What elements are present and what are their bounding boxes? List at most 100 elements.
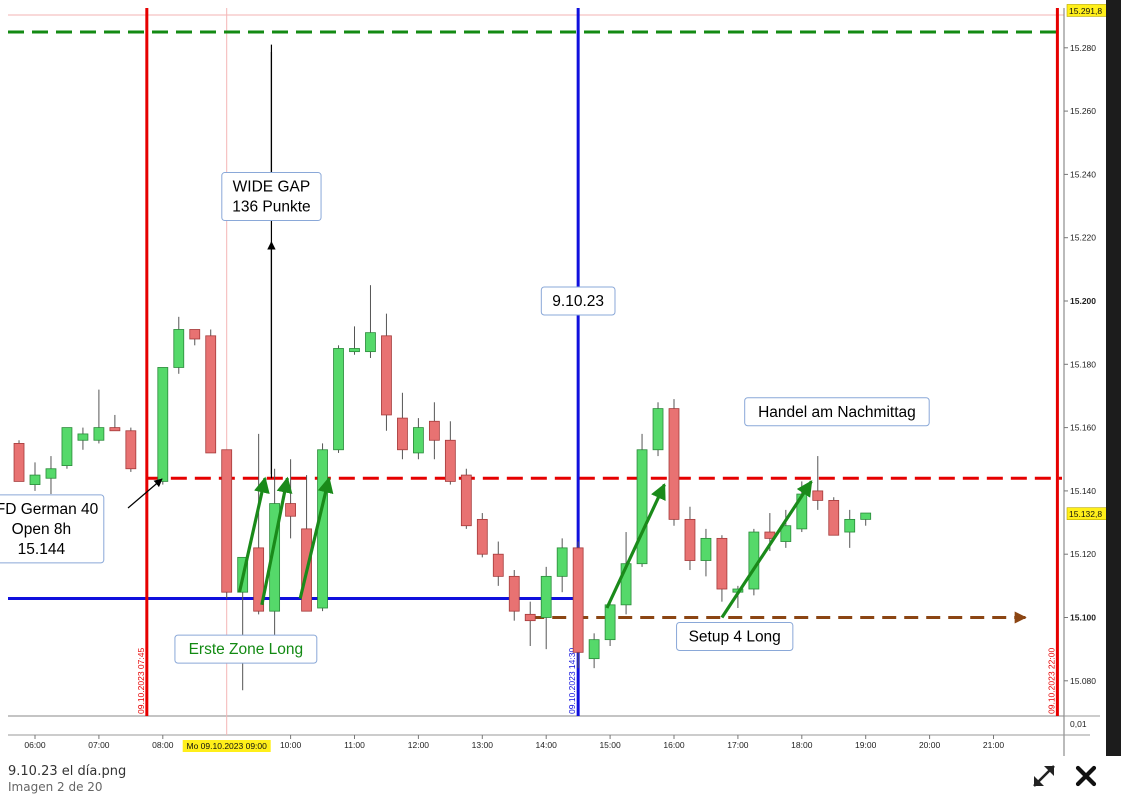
candle-body (556, 547, 568, 577)
annotation-setup-long: Setup 4 Long (676, 621, 794, 651)
annotation-handel: Handel am Nachmittag (744, 397, 930, 427)
candle-body (349, 348, 360, 353)
candle-body (524, 613, 536, 622)
candle-down (572, 541, 584, 669)
y-tick-label: 15.280 (1070, 43, 1096, 53)
candle-up (413, 418, 424, 460)
trend-arrow (260, 476, 293, 606)
y-tick-label: 15.220 (1070, 233, 1096, 243)
candle-body (460, 474, 472, 527)
candle-down (460, 468, 472, 529)
candle-up (604, 601, 616, 646)
candle-down (524, 601, 536, 646)
candle-up (860, 512, 872, 526)
candle-body (684, 518, 696, 561)
x-tick-label: 08:00 (152, 740, 174, 750)
candle-down (476, 513, 488, 558)
candle-body (173, 329, 185, 368)
x-tick-label: 12:00 (408, 740, 430, 750)
candle-body (508, 575, 520, 612)
annotation-cfd-open: CFD German 40 Open 8h 15.144 (0, 494, 105, 564)
candle-body (125, 430, 137, 470)
candle-up (29, 462, 41, 491)
candle-body (572, 547, 584, 653)
annotation-text: Erste Zone Long (189, 641, 304, 658)
annotation-text: 136 Punkte (232, 199, 310, 216)
candle-up (556, 538, 568, 593)
candle-body (381, 335, 392, 416)
candle-body (604, 604, 616, 641)
candle-down (668, 399, 680, 526)
file-name-label: 9.10.23 el día.png (8, 764, 127, 779)
candle-body (860, 512, 872, 520)
y-tick-label: 15.260 (1070, 106, 1096, 116)
highlight-time-label: Mo 09.10.2023 09:00 (187, 741, 268, 751)
candle-body (636, 449, 648, 565)
annotation-text: 9.10.23 (552, 293, 604, 310)
candle-down (812, 456, 824, 510)
annotation-text: Setup 4 Long (689, 628, 781, 645)
annotation-box (174, 634, 318, 664)
x-tick-label: 13:00 (472, 740, 494, 750)
candle-up (45, 456, 57, 495)
close-button[interactable] (1072, 762, 1100, 790)
x-tick-label: 06:00 (24, 740, 46, 750)
candle-down (125, 427, 137, 472)
price-badge-label: 15.132,8 (1069, 509, 1102, 519)
x-tick-label: 20:00 (919, 740, 941, 750)
x-tick-label: 16:00 (663, 740, 685, 750)
candle-body (77, 433, 89, 441)
close-x-icon (1075, 765, 1097, 787)
annotation-wide-gap: WIDE GAP 136 Punkte (221, 172, 322, 222)
highlight-time-badge (182, 740, 271, 752)
y-tick-label: 15.240 (1070, 169, 1096, 179)
annotation-text: 15.144 (18, 541, 66, 558)
candle-down (716, 535, 728, 602)
annotation-text: WIDE GAP (233, 179, 311, 196)
candle-body (828, 499, 840, 536)
candle-down (253, 433, 265, 615)
candle-down (508, 570, 520, 621)
candle-up (540, 566, 552, 650)
candle-body (492, 553, 504, 577)
candle-body (716, 537, 728, 590)
candle-body (269, 503, 281, 612)
candle-body (428, 420, 440, 441)
vertical-line-label: 09.10.2023 14:30 (567, 648, 577, 714)
x-tick-label: 14:00 (536, 740, 558, 750)
expand-button[interactable] (1030, 762, 1058, 790)
annotation-box (221, 172, 322, 222)
candle-down (492, 541, 504, 586)
candle-body (285, 503, 296, 517)
candle-body (588, 639, 600, 660)
candle-up (700, 528, 712, 577)
x-tick-label: 10:00 (280, 740, 302, 750)
candle-body (748, 531, 760, 590)
annotation-box (0, 494, 105, 564)
candle-down (684, 506, 696, 571)
y-tick-label: 15.100 (1070, 613, 1096, 623)
candle-up (269, 468, 281, 637)
trend-arrow (237, 476, 270, 593)
candle-body (540, 575, 552, 618)
vertical-line-label: 09.10.2023 07:45 (136, 648, 146, 714)
x-tick-label: 21:00 (983, 740, 1005, 750)
candle-body (93, 427, 105, 441)
trend-arrow (720, 480, 813, 619)
candle-down (397, 392, 408, 460)
candle-body (812, 490, 824, 501)
annotation-text: Handel am Nachmittag (758, 404, 916, 421)
y-tick-label: 15.200 (1070, 296, 1096, 306)
candle-body (253, 547, 265, 612)
candle-body (221, 449, 233, 593)
candle-body (333, 348, 344, 451)
candle-up (365, 285, 376, 358)
candle-body (700, 537, 712, 561)
candle-up (157, 367, 169, 485)
cfd-pointer-arrow (127, 478, 163, 509)
candle-body (844, 518, 856, 533)
y-tick-label: 15.080 (1070, 676, 1096, 686)
annotation-box (744, 397, 930, 427)
candle-up (93, 389, 105, 444)
annotation-erste-zone: Erste Zone Long (174, 634, 318, 664)
